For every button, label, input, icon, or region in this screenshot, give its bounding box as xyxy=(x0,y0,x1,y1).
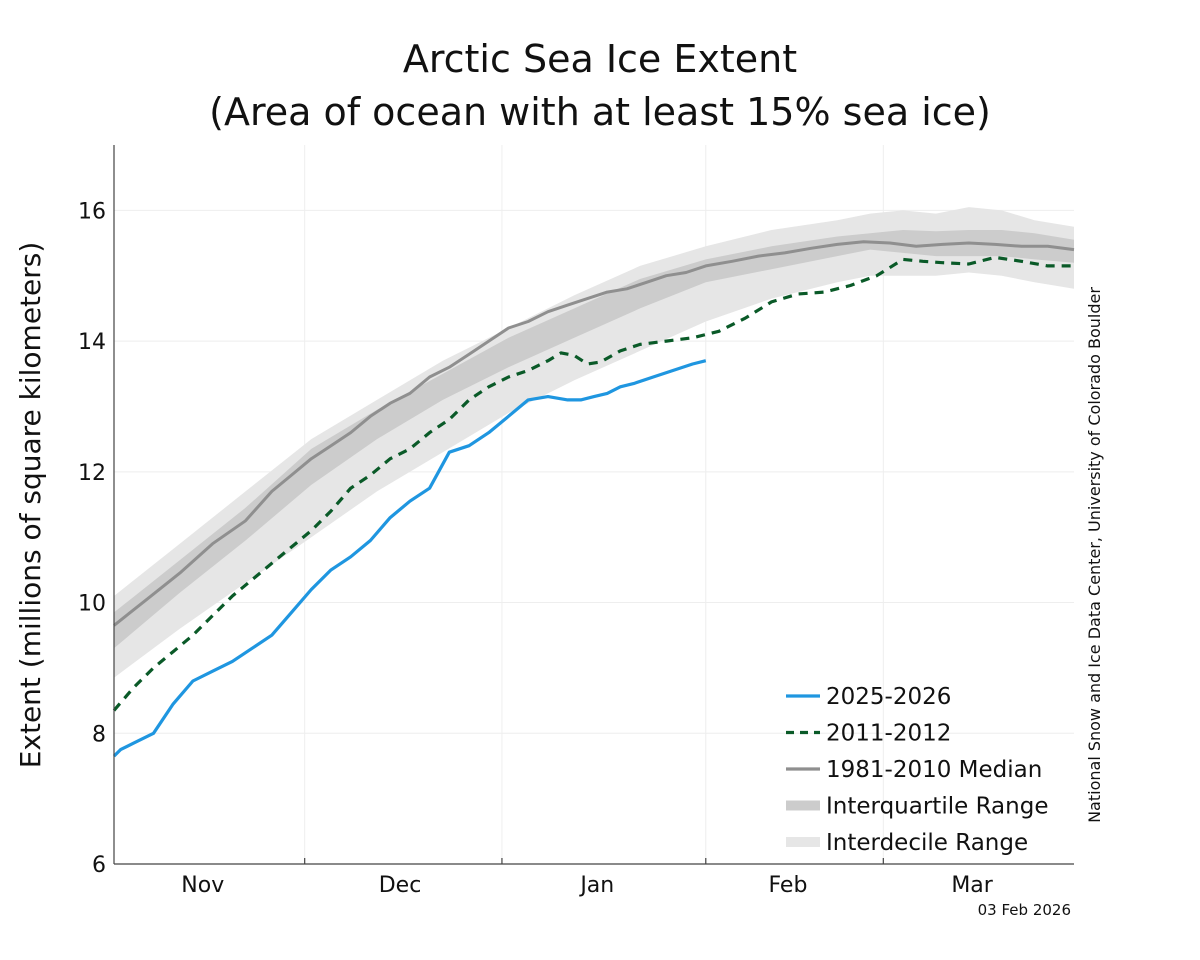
series-2011-2012-line xyxy=(112,255,1074,712)
interquartile-band xyxy=(114,230,1074,649)
y-tick-label: 10 xyxy=(78,592,106,617)
legend-swatch-interquartile-range xyxy=(786,800,820,811)
x-tick-label: Mar xyxy=(951,873,993,898)
axes: 6 8 10 12 14 16 Nov Dec Jan Feb Mar xyxy=(78,145,1074,898)
y-tick-label: 6 xyxy=(92,853,106,878)
legend-label-interquartile-range: Interquartile Range xyxy=(826,794,1048,820)
range-bands xyxy=(114,207,1074,678)
median-line xyxy=(113,240,1075,627)
legend-swatch-interdecile-range xyxy=(786,837,820,847)
x-tick-label: Feb xyxy=(768,873,807,898)
y-tick-label: 14 xyxy=(78,330,106,355)
legend-label-2011-2012: 2011-2012 xyxy=(826,721,951,747)
x-tick-label: Jan xyxy=(578,873,614,898)
y-axis-label: Extent (millions of square kilometers) xyxy=(14,242,47,769)
chart-title-line-2: (Area of ocean with at least 15% sea ice… xyxy=(209,90,991,134)
legend-label-1981-2010-median: 1981-2010 Median xyxy=(826,757,1042,783)
x-tick-label: Dec xyxy=(379,873,422,898)
chart-title-line-1: Arctic Sea Ice Extent xyxy=(403,37,797,81)
legend-label-interdecile-range: Interdecile Range xyxy=(826,830,1028,856)
legend-label-2025-2026: 2025-2026 xyxy=(826,684,951,710)
credit-text: National Snow and Ice Data Center, Unive… xyxy=(1085,287,1104,823)
interdecile-band xyxy=(114,207,1074,678)
date-stamp: 03 Feb 2026 xyxy=(978,901,1071,919)
y-tick-label: 8 xyxy=(92,722,106,747)
legend: 2025-2026 2011-2012 1981-2010 Median Interq… xyxy=(786,684,1048,856)
x-tick-label: Nov xyxy=(181,873,224,898)
series-2025-2026-line xyxy=(112,359,707,758)
y-tick-label: 16 xyxy=(78,199,106,224)
y-tick-label: 12 xyxy=(78,461,106,486)
series-lines xyxy=(112,240,1075,758)
